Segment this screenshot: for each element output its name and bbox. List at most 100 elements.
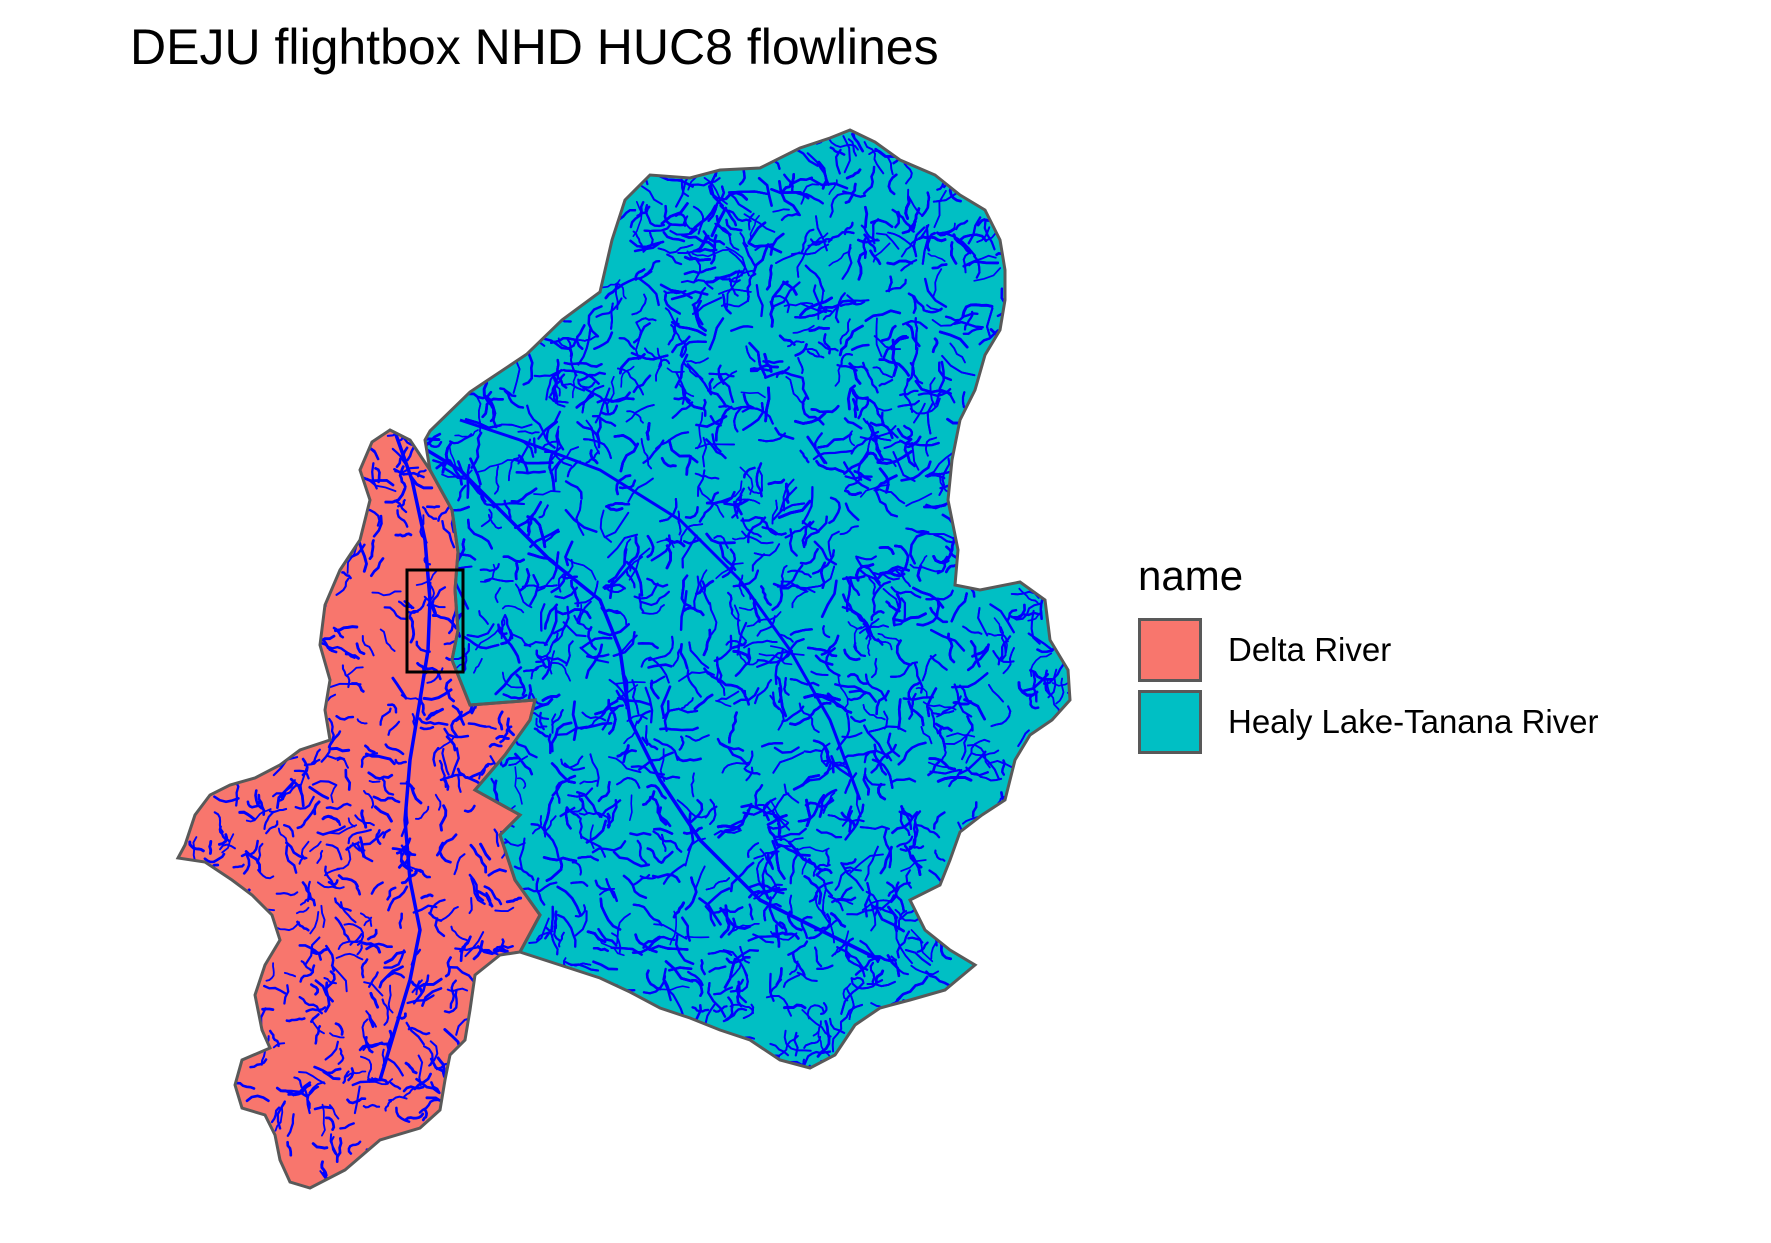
- flowline: [407, 1026, 431, 1036]
- flowline: [852, 398, 858, 419]
- flowline: [676, 799, 709, 819]
- flowline: [708, 372, 735, 378]
- flowline: [538, 504, 549, 519]
- flowline: [792, 774, 821, 791]
- flowline: [848, 362, 862, 385]
- flowline: [553, 925, 561, 942]
- flowline: [806, 646, 838, 658]
- flowline: [967, 216, 982, 245]
- flowline: [753, 543, 781, 557]
- flowline: [927, 252, 946, 262]
- flowline: [874, 489, 899, 518]
- flowline: [741, 406, 774, 425]
- flowline: [862, 236, 868, 259]
- flowline: [742, 1003, 755, 1019]
- flowline: [760, 518, 778, 536]
- flowline: [406, 994, 435, 1005]
- flowline: [891, 811, 919, 835]
- flowline: [705, 438, 727, 460]
- flowline: [757, 176, 773, 207]
- flowline: [927, 760, 941, 777]
- flowline: [556, 913, 577, 948]
- flowline: [987, 632, 1009, 643]
- flowline: [254, 789, 263, 810]
- flowline: [470, 431, 483, 469]
- flowline: [899, 389, 919, 397]
- flowline: [448, 965, 475, 983]
- flowline: [933, 533, 955, 544]
- flowline: [752, 243, 770, 274]
- flowline: [823, 333, 831, 355]
- flowline: [629, 239, 665, 249]
- flowline: [350, 682, 365, 693]
- flowline: [543, 815, 557, 838]
- flowline: [680, 340, 688, 358]
- flowline: [897, 741, 927, 766]
- flowline: [1067, 691, 1070, 705]
- flowline: [638, 277, 660, 307]
- flowline: [664, 979, 684, 1016]
- flowline: [574, 904, 587, 918]
- flowline: [556, 358, 568, 389]
- flowline: [731, 923, 760, 932]
- flowline: [728, 711, 738, 744]
- flowline: [843, 866, 862, 872]
- flowline: [508, 457, 520, 482]
- flowline: [925, 970, 951, 987]
- flowline: [766, 814, 788, 826]
- flowline: [235, 1081, 256, 1090]
- flowline: [351, 1080, 378, 1087]
- flowline: [848, 576, 861, 596]
- flowline: [818, 299, 857, 310]
- flowline: [383, 949, 406, 969]
- flowline: [778, 180, 801, 216]
- flowline: [877, 782, 887, 801]
- flowline: [709, 798, 717, 825]
- flowline: [648, 944, 689, 951]
- flowline: [203, 852, 226, 864]
- flowline: [564, 480, 583, 500]
- flowline: [362, 1103, 381, 1109]
- flowline: [583, 438, 612, 459]
- flowline: [736, 980, 743, 1008]
- flowline: [1006, 608, 1018, 622]
- flowline: [900, 460, 932, 482]
- flowline: [707, 949, 733, 956]
- flowline: [562, 382, 585, 392]
- flowline: [875, 232, 900, 250]
- flowline: [747, 241, 783, 254]
- flowline: [574, 580, 599, 605]
- flowline: [938, 361, 953, 381]
- flowline: [771, 281, 801, 309]
- flowline: [472, 940, 484, 961]
- flowline: [405, 598, 427, 614]
- flowline: [847, 673, 868, 685]
- flowline: [971, 645, 989, 658]
- flowline: [632, 374, 652, 393]
- flowline: [680, 279, 714, 290]
- flowline: [936, 775, 973, 783]
- flowline: [718, 480, 743, 503]
- flowline: [875, 907, 905, 933]
- flowline: [672, 901, 685, 919]
- flowline: [289, 777, 305, 808]
- flowline: [611, 932, 622, 955]
- flowline: [437, 504, 452, 522]
- flowline: [864, 845, 879, 882]
- flowline: [688, 641, 710, 669]
- flowline: [325, 802, 352, 811]
- flowline: [464, 931, 485, 958]
- flowline: [805, 798, 812, 828]
- flowline: [567, 962, 592, 967]
- flowline: [454, 946, 480, 952]
- flowline: [951, 672, 989, 689]
- flowline: [841, 605, 871, 634]
- flowline: [556, 885, 582, 917]
- flowline: [813, 540, 838, 566]
- flowline: [976, 226, 991, 243]
- flowline: [373, 805, 393, 823]
- flowline: [932, 555, 950, 565]
- flowline: [716, 737, 745, 752]
- flowline: [308, 785, 330, 800]
- flowline: [705, 490, 736, 505]
